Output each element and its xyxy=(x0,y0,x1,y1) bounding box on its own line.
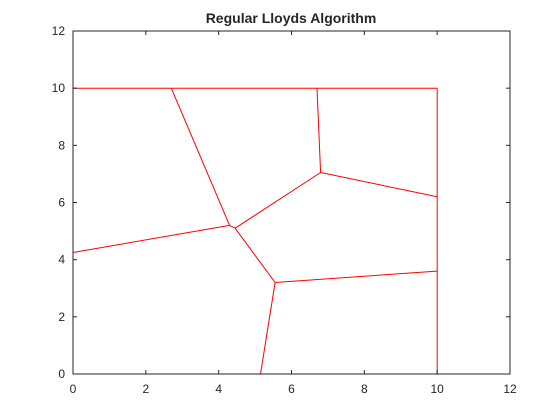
x-tick-label: 10 xyxy=(430,382,444,396)
voronoi-edge-11 xyxy=(275,270,438,283)
y-tick-label: 8 xyxy=(58,138,65,152)
voronoi-edge-9 xyxy=(72,224,230,253)
x-tick-label: 4 xyxy=(215,382,222,396)
x-tick-label: 6 xyxy=(288,382,295,396)
y-tick-label: 0 xyxy=(58,367,65,381)
voronoi-edges xyxy=(72,87,438,375)
x-tick-label: 2 xyxy=(142,382,149,396)
voronoi-edge-8 xyxy=(229,224,236,229)
x-tick-label: 0 xyxy=(70,382,77,396)
voronoi-edge-4 xyxy=(170,88,231,226)
voronoi-edge-12 xyxy=(260,282,276,375)
x-tick-label: 12 xyxy=(503,382,517,396)
axes-box xyxy=(72,30,511,375)
y-tick-label: 6 xyxy=(58,196,65,210)
voronoi-edge-5 xyxy=(316,88,322,173)
y-tick-label: 12 xyxy=(52,24,66,38)
y-tick-label: 10 xyxy=(52,81,66,95)
voronoi-edge-7 xyxy=(234,172,321,229)
y-tick-label: 4 xyxy=(58,253,65,267)
plot-area: 0 2 4 6 8 10 12 0 2 4 6 8 10 12 xyxy=(52,24,517,396)
chart-title: Regular Lloyds Algorithm xyxy=(206,10,377,26)
y-tick-label: 2 xyxy=(58,310,65,324)
y-axis-ticks: 0 2 4 6 8 10 12 xyxy=(52,24,510,381)
x-tick-label: 8 xyxy=(361,382,368,396)
voronoi-edge-10 xyxy=(234,227,276,283)
x-axis-ticks: 0 2 4 6 8 10 12 xyxy=(70,31,517,396)
voronoi-edge-6 xyxy=(320,172,438,198)
